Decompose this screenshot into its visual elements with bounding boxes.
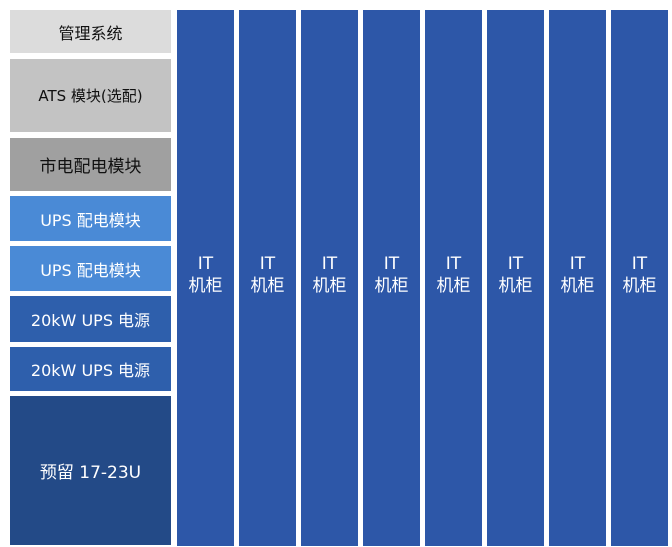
rack-label-line2: 机柜 bbox=[312, 276, 347, 296]
stack-label: ATS 模块(选配) bbox=[38, 87, 143, 105]
rack-label: IT 机柜 bbox=[437, 253, 471, 303]
it-rack: IT 机柜 bbox=[549, 10, 606, 546]
rack-label-line2: 机柜 bbox=[188, 276, 223, 296]
rack-label: IT 机柜 bbox=[313, 253, 347, 303]
rack-label-line2: 机柜 bbox=[622, 276, 657, 296]
stack-block-ats-module: ATS 模块(选配) bbox=[10, 59, 171, 132]
it-rack: IT 机柜 bbox=[301, 10, 358, 546]
stack-label: 市电配电模块 bbox=[39, 157, 142, 177]
rack-label: IT 机柜 bbox=[623, 253, 657, 303]
rack-label-line2: 机柜 bbox=[560, 276, 595, 296]
stack-block-ups-power-1: 20kW UPS 电源 bbox=[10, 296, 171, 342]
it-rack: IT 机柜 bbox=[611, 10, 668, 546]
it-rack: IT 机柜 bbox=[425, 10, 482, 546]
rack-label-line2: 机柜 bbox=[374, 276, 409, 296]
it-rack: IT 机柜 bbox=[239, 10, 296, 546]
it-rack: IT 机柜 bbox=[363, 10, 420, 546]
stack-label: 管理系统 bbox=[58, 23, 123, 43]
rack-label-line2: 机柜 bbox=[250, 276, 285, 296]
rack-label: IT 机柜 bbox=[375, 253, 409, 303]
rack-label-line2: 机柜 bbox=[498, 276, 533, 296]
rack-label-line1: IT bbox=[383, 254, 400, 274]
rack-label-line1: IT bbox=[445, 254, 462, 274]
stack-block-ups-distribution-1: UPS 配电模块 bbox=[10, 196, 171, 241]
stack-block-management-system: 管理系统 bbox=[10, 10, 171, 53]
stack-block-reserved: 预留 17-23U bbox=[10, 396, 171, 545]
rack-label-line1: IT bbox=[321, 254, 338, 274]
stack-label: UPS 配电模块 bbox=[40, 260, 141, 280]
it-rack: IT 机柜 bbox=[177, 10, 234, 546]
rack-label-line1: IT bbox=[197, 254, 214, 274]
rack-label-line1: IT bbox=[507, 254, 524, 274]
stack-block-mains-distribution: 市电配电模块 bbox=[10, 138, 171, 191]
rack-label: IT 机柜 bbox=[561, 253, 595, 303]
stack-label: 20kW UPS 电源 bbox=[30, 361, 151, 380]
stack-label: UPS 配电模块 bbox=[40, 210, 141, 230]
rack-label-line1: IT bbox=[259, 254, 276, 274]
stack-label: 20kW UPS 电源 bbox=[30, 311, 151, 330]
stack-block-ups-distribution-2: UPS 配电模块 bbox=[10, 246, 171, 291]
rack-label: IT 机柜 bbox=[499, 253, 533, 303]
it-rack: IT 机柜 bbox=[487, 10, 544, 546]
rack-label-line2: 机柜 bbox=[436, 276, 471, 296]
rack-label-line1: IT bbox=[569, 254, 586, 274]
rack-label: IT 机柜 bbox=[251, 253, 285, 303]
rack-label-line1: IT bbox=[631, 254, 648, 274]
stack-label: 预留 17-23U bbox=[39, 463, 142, 483]
stack-block-ups-power-2: 20kW UPS 电源 bbox=[10, 347, 171, 391]
rack-label: IT 机柜 bbox=[189, 253, 223, 303]
